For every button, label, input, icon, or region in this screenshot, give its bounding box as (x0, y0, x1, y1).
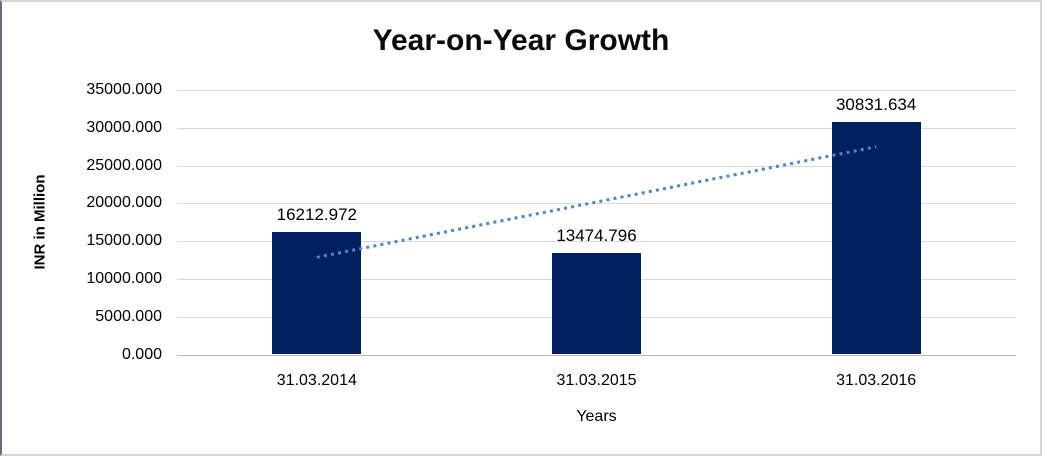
y-tick-label: 5000.000 (95, 307, 162, 325)
bar-data-label: 30831.634 (835, 94, 917, 114)
y-tick-label: 30000.000 (86, 118, 162, 136)
x-axis-line (177, 354, 1016, 356)
x-axis-title: Years (576, 408, 617, 425)
y-axis-title: INR in Million (31, 174, 49, 270)
x-tick-label: 31.03.2014 (276, 372, 357, 389)
bar-data-label: 16212.972 (276, 204, 358, 224)
x-tick-label: 31.03.2016 (836, 372, 917, 389)
y-tick-label: 20000.000 (86, 194, 162, 212)
x-tick-label: 31.03.2015 (556, 372, 637, 389)
gridline (177, 90, 1016, 91)
gridline (177, 127, 1016, 129)
bar (272, 231, 362, 355)
chart-title: Year-on-Year Growth (372, 24, 670, 57)
bar-data-label: 13474.796 (556, 225, 637, 245)
y-tick-label: 10000.000 (86, 269, 162, 287)
bar (831, 121, 921, 355)
y-tick-label: 35000.000 (86, 81, 162, 98)
y-tick-label: 25000.000 (86, 156, 162, 174)
bar (552, 252, 641, 355)
y-tick-label: 15000.000 (86, 232, 162, 250)
y-tick-label: 0.000 (121, 345, 162, 363)
